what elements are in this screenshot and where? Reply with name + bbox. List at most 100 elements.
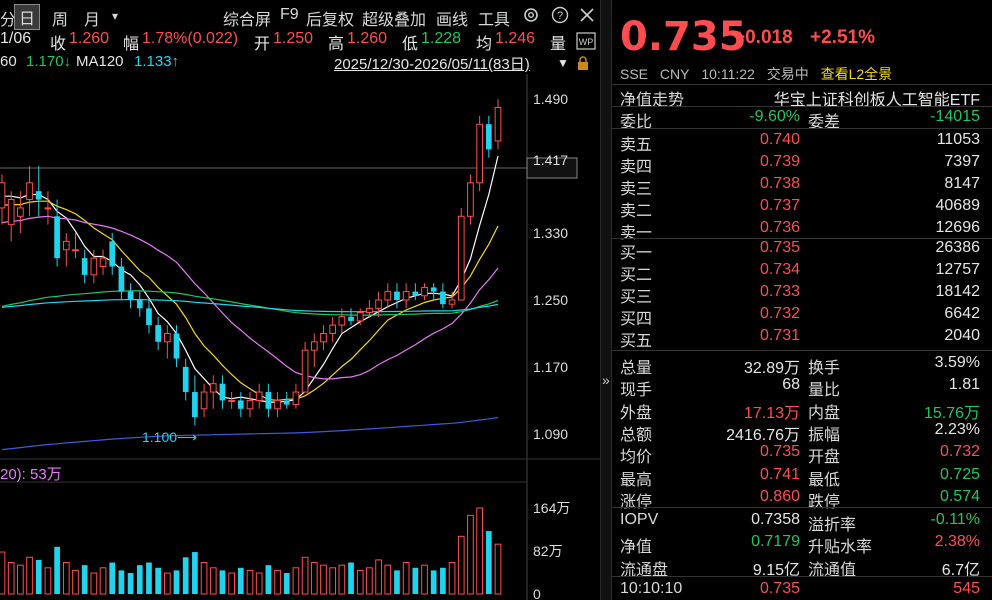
- overlay-button[interactable]: 超级叠加: [362, 12, 427, 29]
- gear-icon[interactable]: [522, 6, 540, 24]
- candle: [118, 258, 125, 300]
- volume-bar: [54, 546, 60, 594]
- month-tab[interactable]: 月: [84, 12, 101, 29]
- close-icon[interactable]: [578, 6, 596, 24]
- volume-bar: [485, 531, 492, 594]
- close-value: 1.260: [69, 30, 110, 47]
- minute-tab[interactable]: 分: [0, 12, 17, 29]
- adjust-button[interactable]: 后复权: [306, 12, 355, 29]
- f9-button[interactable]: F9: [280, 6, 299, 23]
- range-dropdown-icon[interactable]: ▼: [557, 56, 569, 70]
- candle: [412, 283, 419, 300]
- stat-row: 现手 68 量比 1.81: [612, 374, 992, 399]
- candle: [228, 392, 235, 409]
- open-label: 开: [254, 36, 271, 53]
- ask-row: 卖二 0.737 40689: [612, 195, 992, 220]
- candle: [237, 392, 244, 418]
- l2-panorama-link[interactable]: 查看L2全景: [820, 66, 893, 82]
- volume-bar: [448, 562, 456, 595]
- ask-price: 0.740: [759, 131, 800, 148]
- stat-value: 1.81: [948, 376, 980, 394]
- divider: [612, 507, 992, 508]
- candle: [163, 325, 171, 359]
- volume-bar: [192, 552, 198, 594]
- help-icon[interactable]: ?: [551, 6, 569, 24]
- candle: [155, 316, 161, 351]
- etf-stat-row: 净值 0.7179 升贴水率 2.38%: [612, 531, 992, 556]
- volume-ma-label: 20): 53万: [0, 466, 62, 483]
- ask-volume: 8147: [944, 175, 980, 192]
- candle: [72, 233, 79, 259]
- svg-text:?: ?: [557, 10, 563, 22]
- nav-row: 净值走势 华宝上证科创板人工智能ETF: [612, 84, 992, 109]
- stat-row: 最高 0.741 最低 0.725: [612, 464, 992, 489]
- draw-line-button[interactable]: 画线: [436, 12, 469, 29]
- period-dropdown-icon[interactable]: ▾: [112, 9, 119, 23]
- price-change: +0.018: [734, 27, 793, 48]
- date-range-selector[interactable]: 2025/12/30-2026/05/11(83日): [334, 56, 530, 73]
- kline-chart-pane[interactable]: 分 日 周 月 ▾ 综合屏 F9 后复权 超级叠加 画线 工具 ? 1/06 收…: [0, 0, 600, 600]
- candle: [54, 199, 60, 267]
- candle: [421, 283, 428, 300]
- low-value: 1.228: [421, 30, 462, 47]
- currency-label: CNY: [659, 66, 690, 82]
- volume-bar: [200, 562, 208, 595]
- bar-info-row: 1/06 收 1.260 幅 1.78%(0.022) 开 1.250 高 1.…: [0, 30, 600, 53]
- volume-bar: [209, 567, 217, 595]
- candle: [265, 383, 272, 418]
- candle: [338, 308, 346, 334]
- composite-screen-button[interactable]: 综合屏: [223, 12, 272, 29]
- volume-bar: [7, 562, 15, 595]
- chart-toolbar: 分 日 周 月 ▾ 综合屏 F9 后复权 超级叠加 画线 工具 ?: [0, 0, 600, 30]
- volume-bar: [320, 564, 327, 595]
- low-label: 低: [402, 36, 419, 53]
- stat-value: 0.860: [759, 487, 800, 505]
- svg-text:WP: WP: [579, 37, 594, 47]
- stat-value: 0.741: [759, 465, 800, 483]
- volume-bar: [182, 557, 189, 594]
- panel-splitter[interactable]: »: [600, 0, 612, 600]
- ma60-partial-label: 60: [0, 53, 17, 70]
- exchange-label: SSE: [620, 66, 649, 82]
- volume-bar: [292, 567, 300, 595]
- lock-icon[interactable]: [576, 55, 590, 71]
- wp-badge-icon[interactable]: WP: [576, 32, 596, 50]
- nav-trend-link[interactable]: 净值走势: [620, 92, 685, 109]
- candle: [109, 233, 116, 275]
- open-value: 1.250: [273, 30, 314, 47]
- candle: [81, 249, 88, 284]
- stat-label: 开盘: [808, 449, 841, 467]
- price-tick-label: 1.170: [533, 359, 568, 375]
- bid-level-label: 买三: [620, 289, 653, 306]
- volume-bar: [90, 572, 98, 595]
- candle: [283, 392, 290, 409]
- volume-bar: [72, 569, 79, 595]
- volume-bar: [338, 564, 346, 595]
- candle: [136, 291, 143, 317]
- day-tab[interactable]: 日: [14, 4, 41, 30]
- stat-value: 2.23%: [934, 420, 980, 438]
- week-tab[interactable]: 周: [52, 12, 69, 29]
- candle: [394, 283, 400, 309]
- volume-tick-label: 164万: [533, 500, 570, 516]
- candle: [476, 115, 483, 192]
- candle: [310, 333, 318, 367]
- volume-bar: [301, 556, 309, 595]
- tools-button[interactable]: 工具: [478, 12, 511, 29]
- candle: [219, 375, 226, 409]
- close-label: 收: [50, 36, 67, 53]
- stat-value: 68: [782, 376, 800, 394]
- weicha-label: 委差: [808, 114, 841, 131]
- volume-bar: [44, 567, 52, 595]
- bid-level-label: 买五: [620, 333, 653, 350]
- bid-price: 0.735: [759, 239, 800, 256]
- candle: [127, 283, 134, 309]
- ask-row: 卖三 0.738 8147: [612, 173, 992, 198]
- range-value: 1.78%(0.022): [142, 30, 239, 47]
- candle: [320, 325, 327, 351]
- volume-bar: [440, 567, 446, 594]
- stat-value: 0.725: [939, 465, 980, 483]
- ma60-value: 1.170↓: [26, 53, 72, 70]
- collapse-arrow-icon[interactable]: »: [602, 372, 610, 388]
